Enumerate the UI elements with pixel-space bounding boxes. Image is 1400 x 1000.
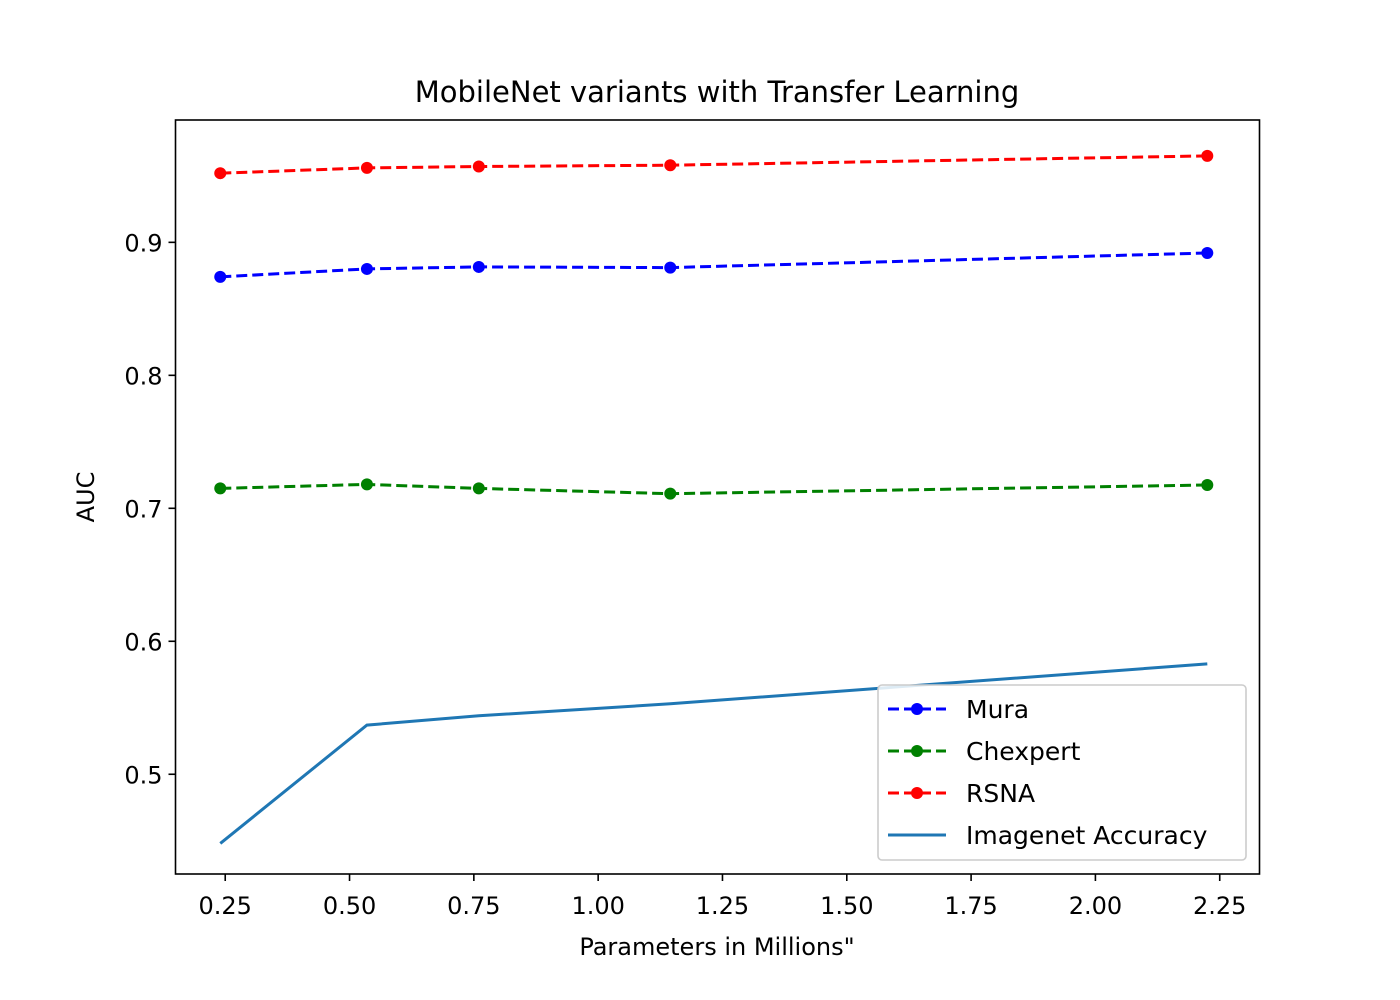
- x-tick-label: 2.00: [1069, 892, 1122, 920]
- plot-frame: [174, 119, 1261, 875]
- y-axis-label: AUC: [72, 472, 100, 523]
- data-point-mura: [664, 261, 677, 274]
- x-axis-label: Parameters in Millions": [579, 933, 854, 961]
- series-line-imagenet-accuracy: [219, 662, 1208, 845]
- data-point-rsna: [664, 159, 677, 172]
- x-tick-label: 1.25: [696, 892, 749, 920]
- data-point-rsna: [360, 161, 373, 174]
- data-point-rsna: [472, 160, 485, 173]
- x-tick-label: 1.75: [944, 892, 997, 920]
- x-tick-label: 0.75: [447, 892, 500, 920]
- data-point-mura: [214, 270, 227, 283]
- x-tick-label: 0.50: [323, 892, 376, 920]
- legend-marker-chexpert: [911, 745, 923, 757]
- data-point-rsna: [1201, 149, 1214, 162]
- data-point-chexpert: [472, 482, 485, 495]
- legend: Mura Chexpert RSNA Imagenet Accuracy: [877, 684, 1247, 861]
- legend-label-rsna: RSNA: [966, 779, 1035, 808]
- y-tick-label: 0.8: [124, 362, 162, 390]
- x-axis: 0.25 0.50 0.75 1.00 1.25 1.50 1.75 2.00 2.25: [199, 874, 1246, 920]
- legend-box: [877, 684, 1247, 861]
- series-layer: [214, 149, 1214, 845]
- x-tick-label: 0.25: [199, 892, 252, 920]
- data-point-chexpert: [214, 482, 227, 495]
- y-tick-label: 0.6: [124, 628, 162, 656]
- x-tick-label: 1.50: [820, 892, 873, 920]
- y-tick-label: 0.9: [124, 229, 162, 257]
- legend-label-imagenet-accuracy: Imagenet Accuracy: [966, 821, 1208, 850]
- data-point-chexpert: [360, 478, 373, 491]
- data-point-mura: [360, 262, 373, 275]
- y-axis: 0.5 0.6 0.7 0.8 0.9: [124, 229, 176, 789]
- data-point-chexpert: [664, 487, 677, 500]
- data-point-mura: [1201, 246, 1214, 259]
- legend-marker-rsna: [911, 787, 923, 799]
- x-tick-label: 1.00: [571, 892, 624, 920]
- legend-label-chexpert: Chexpert: [966, 737, 1081, 766]
- legend-marker-mura: [911, 703, 923, 715]
- legend-label-mura: Mura: [966, 695, 1029, 724]
- chart-title: MobileNet variants with Transfer Learnin…: [415, 75, 1019, 109]
- y-tick-label: 0.7: [124, 495, 162, 523]
- y-tick-label: 0.5: [124, 761, 162, 789]
- data-point-chexpert: [1201, 479, 1214, 492]
- data-point-mura: [472, 260, 485, 273]
- x-tick-label: 2.25: [1193, 892, 1246, 920]
- data-point-rsna: [214, 167, 227, 180]
